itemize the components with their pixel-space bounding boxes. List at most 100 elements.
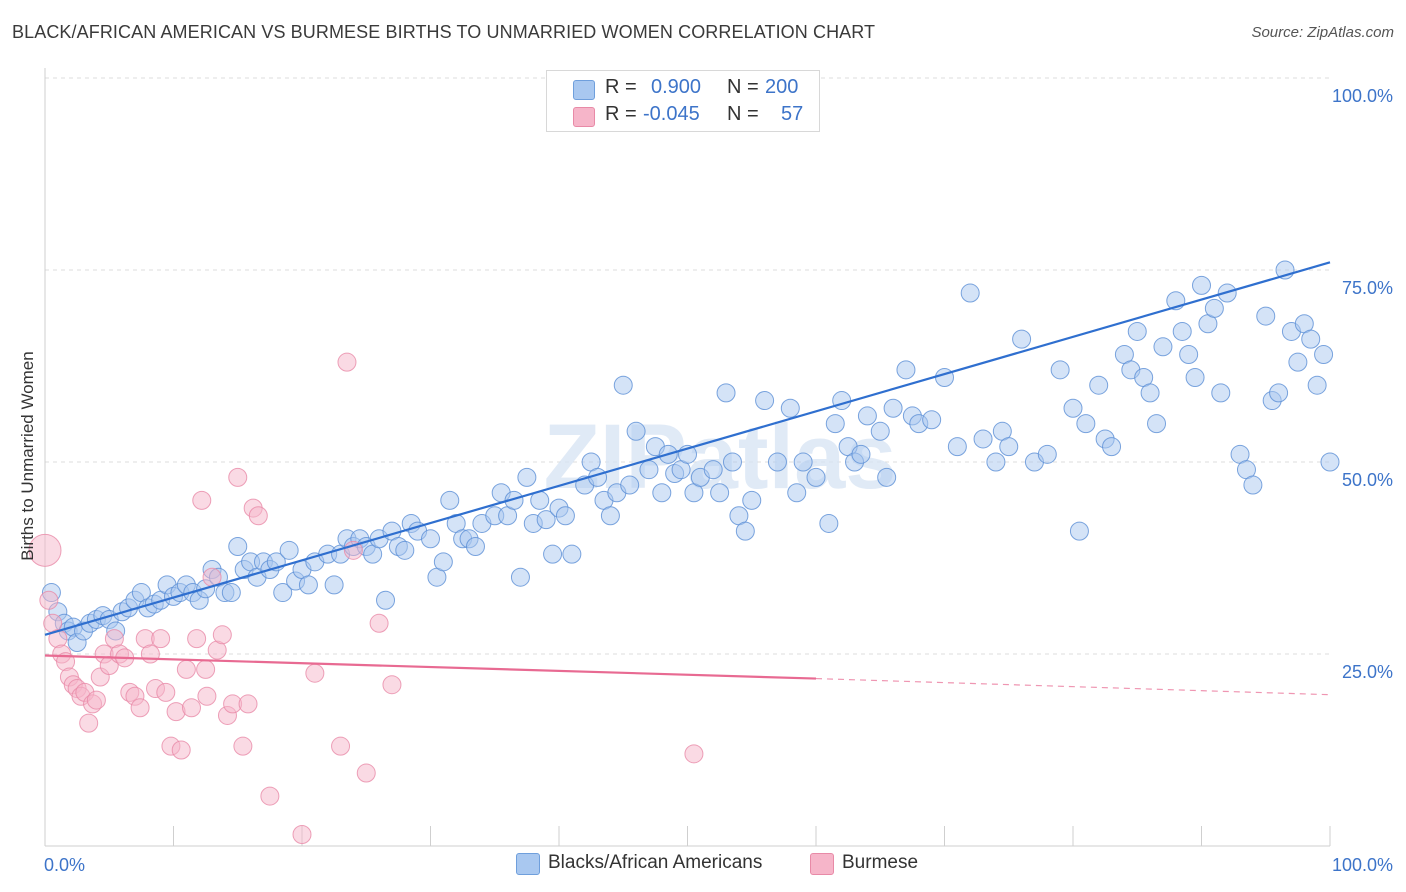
point-blacks [652, 483, 672, 503]
stats-box: R = 0.900 N = 200 R = -0.045 N = 57 [546, 70, 820, 132]
trend-line-burmese [44, 654, 817, 680]
point-burmese [196, 659, 216, 679]
point-burmese [260, 786, 280, 806]
point-blacks [722, 452, 742, 472]
tick-labels: 25.0% 50.0% 75.0% 100.0% 0.0% 100.0% [44, 86, 1393, 875]
point-blacks [376, 590, 396, 610]
point-blacks [883, 398, 903, 418]
r-value: 0.900 [651, 76, 702, 98]
point-blacks [1179, 344, 1199, 364]
point-blacks [703, 460, 723, 480]
point-blacks [986, 452, 1006, 472]
point-blacks [620, 475, 640, 495]
chart-title: BLACK/AFRICAN AMERICAN VS BURMESE BIRTHS… [12, 22, 876, 42]
point-blacks [324, 575, 344, 595]
point-blacks [877, 467, 897, 487]
point-blacks [851, 444, 871, 464]
point-burmese [176, 659, 196, 679]
r-value: -0.045 [643, 103, 700, 125]
stats-row-blacks: R = 0.900 N = 200 [547, 76, 819, 102]
y-tick-label: 25.0% [1342, 662, 1393, 682]
point-blacks [742, 490, 762, 510]
point-burmese [197, 686, 217, 706]
point-blacks [1307, 375, 1327, 395]
point-blacks [825, 414, 845, 434]
x-tick-label: 0.0% [44, 855, 85, 875]
point-blacks [896, 360, 916, 380]
point-blacks [870, 421, 890, 441]
point-burmese [382, 675, 402, 695]
point-blacks [273, 583, 293, 603]
n-value: 200 [765, 76, 799, 98]
point-blacks [780, 398, 800, 418]
point-blacks [1050, 360, 1070, 380]
point-burmese [192, 490, 212, 510]
x-tick-label: 100.0% [1332, 855, 1393, 875]
n-label: N = [727, 103, 759, 125]
point-blacks [973, 429, 993, 449]
point-blacks [787, 483, 807, 503]
point-blacks [600, 506, 620, 526]
point-blacks [1037, 444, 1057, 464]
point-blacks [960, 283, 980, 303]
point-blacks [440, 490, 460, 510]
y-tick-label: 75.0% [1342, 278, 1393, 298]
point-blacks [1204, 298, 1224, 318]
point-blacks [999, 437, 1019, 457]
point-burmese [130, 698, 150, 718]
point-burmese [181, 698, 201, 718]
point-burmese [140, 644, 160, 664]
trend-line-burmese-extension [815, 677, 1331, 696]
point-blacks [517, 467, 537, 487]
point-burmese [228, 467, 248, 487]
point-blacks [1314, 344, 1334, 364]
point-blacks [716, 383, 736, 403]
point-blacks [1127, 321, 1147, 341]
point-blacks [228, 536, 248, 556]
r-label: R = [605, 76, 637, 98]
point-burmese [331, 736, 351, 756]
point-blacks [543, 544, 563, 564]
point-blacks [1288, 352, 1308, 372]
scatter-points [28, 260, 1340, 844]
point-blacks [1140, 383, 1160, 403]
point-burmese [79, 713, 99, 733]
stats-swatch-burmese [573, 107, 595, 127]
point-blacks [922, 410, 942, 430]
y-axis-label: Births to Unmarried Women [18, 351, 37, 561]
point-burmese [337, 352, 357, 372]
point-blacks [626, 421, 646, 441]
point-blacks [613, 375, 633, 395]
point-blacks [767, 452, 787, 472]
point-blacks [221, 583, 241, 603]
point-burmese [187, 629, 207, 649]
legend-label-burmese: Burmese [842, 852, 919, 873]
legend-swatch-blacks [516, 853, 540, 875]
point-burmese [233, 736, 253, 756]
trend-lines [44, 261, 1331, 696]
point-blacks [510, 567, 530, 587]
point-blacks [465, 536, 485, 556]
point-burmese [238, 694, 258, 714]
point-blacks [1089, 375, 1109, 395]
point-blacks [1069, 521, 1089, 541]
point-burmese [171, 740, 191, 760]
point-blacks [1063, 398, 1083, 418]
point-blacks [279, 540, 299, 560]
point-burmese [212, 625, 232, 645]
point-blacks [298, 575, 318, 595]
point-blacks [1243, 475, 1263, 495]
point-burmese [39, 590, 59, 610]
r-label: R = [605, 103, 637, 125]
point-blacks [395, 540, 415, 560]
point-burmese [86, 690, 106, 710]
point-blacks [421, 529, 440, 549]
point-burmese [356, 763, 376, 783]
y-tick-label: 100.0% [1332, 86, 1393, 106]
n-label: N = [727, 76, 759, 98]
point-burmese [369, 613, 389, 633]
point-blacks [1076, 414, 1096, 434]
point-blacks [735, 521, 755, 541]
point-blacks [562, 544, 582, 564]
point-blacks [1256, 306, 1276, 326]
